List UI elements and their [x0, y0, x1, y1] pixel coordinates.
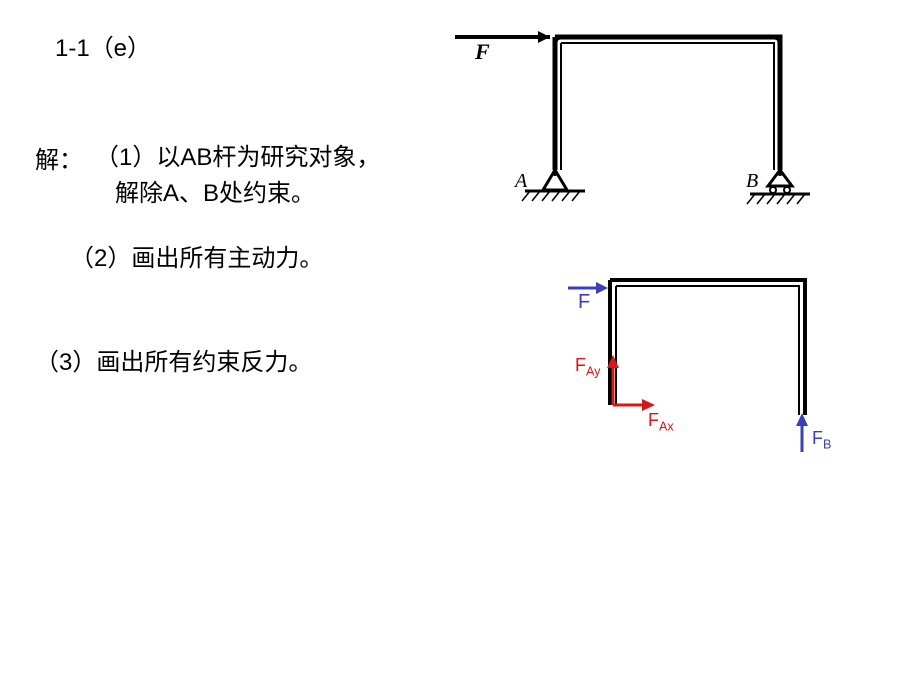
label-FAy: FAy [575, 355, 600, 379]
step-1: （1）以AB杆为研究对象， 解除A、B处约束。 [95, 140, 380, 212]
step-3: （3）画出所有约束反力。 [35, 342, 312, 377]
label-B: B [746, 170, 758, 192]
label-F-applied: F [578, 291, 590, 313]
diagram-original: F A B [450, 15, 830, 215]
step1-line2: 解除A、B处约束。 [115, 180, 315, 207]
page-title: 1-1（e） [55, 28, 151, 63]
label-FAx: FAx [648, 410, 674, 434]
step-2: （2）画出所有主动力。 [70, 238, 323, 273]
step1-line1: （1）以AB杆为研究对象， [95, 144, 380, 171]
label-F-top: F [474, 39, 490, 64]
label-FB: FB [812, 428, 831, 452]
label-A: A [513, 170, 528, 192]
solution-label: 解： [35, 140, 83, 175]
